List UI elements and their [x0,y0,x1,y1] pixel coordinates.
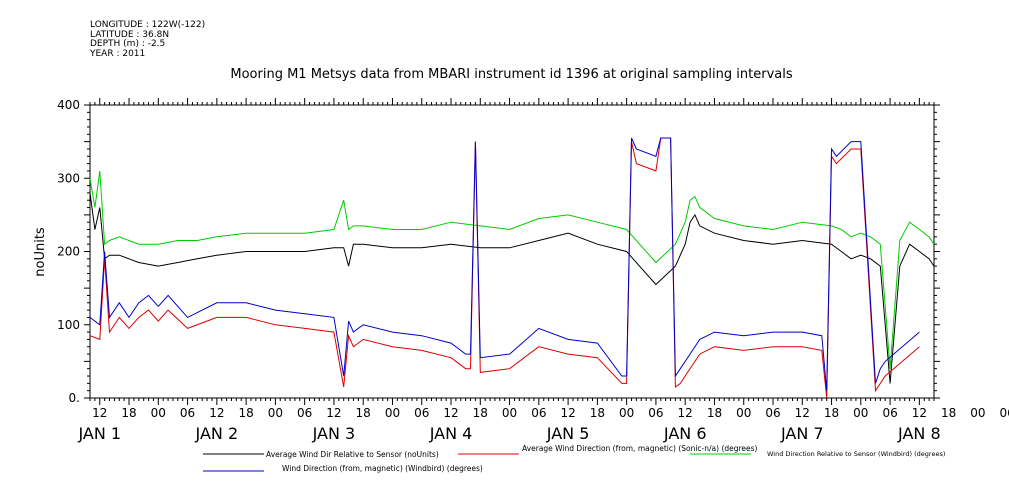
x-tick-label: 06 [414,406,429,420]
x-tick-label: 00 [619,406,634,420]
y-tick-label: 200 [57,245,80,259]
x-tick-label: 12 [912,406,927,420]
x-tick-label: 00 [151,406,166,420]
legend-group: Average Wind Dir Relative to Sensor (noU… [203,444,945,473]
x-day-label: JAN 8 [897,424,941,443]
x-day-label: JAN 3 [312,424,356,443]
series-line-3 [89,170,935,369]
x-tick-label: 06 [765,406,780,420]
series-line-4 [89,137,920,391]
legend-label: Wind Direction Relative to Sensor (Windb… [767,450,945,458]
year-text: YEAR : 2011 [90,48,146,59]
x-tick-label: 18 [121,406,136,420]
x-tick-label: 18 [707,406,722,420]
plot-frame [89,104,935,399]
y-axis-label: noUnits [33,227,48,277]
x-day-label: JAN 4 [429,424,473,443]
legend-label: Average Wind Direction (from, magnetic) … [522,444,758,453]
y-tick-label: 100 [57,318,80,332]
x-tick-label: 12 [92,406,107,420]
x-tick-label: 00 [970,406,985,420]
x-tick-label: 12 [443,406,458,420]
y-tick-label: 400 [57,98,80,112]
series-line-2 [89,137,920,399]
x-tick-label: 18 [941,406,956,420]
x-tick-label: 18 [238,406,253,420]
x-tick-label: 06 [531,406,546,420]
x-tick-label: 12 [326,406,341,420]
x-tick-label: 00 [502,406,517,420]
axes-group: 12 18 00 06 12 18 00 06 12 18 00 06 12 18 00 06 12 18 00 06… [33,98,1009,443]
x-tick-label: 06 [882,406,897,420]
x-tick-label: 00 [853,406,868,420]
y-tick-label: 300 [57,171,80,185]
x-tick-label: 12 [209,406,224,420]
series-line-1 [89,192,935,384]
x-day-label: JAN 2 [195,424,239,443]
legend-label: Average Wind Dir Relative to Sensor (noU… [266,450,439,459]
latitude-text: LATITUDE : 36.8N [90,29,170,40]
x-tick-label: 18 [356,406,371,420]
x-tick-label: 00 [736,406,751,420]
x-tick-label: 12 [678,406,693,420]
x-tick-label: 12 [560,406,575,420]
x-tick-label: 06 [297,406,312,420]
x-tick-label: 18 [473,406,488,420]
metadata-block: LONGITUDE : 122W(-122) LATITUDE : 36.8N … [90,20,206,59]
x-tick-label: 06 [180,406,195,420]
chart-title: Mooring M1 Metsys data from MBARI instru… [230,67,793,82]
x-day-label: JAN 1 [77,424,121,443]
x-day-label: JAN 6 [663,424,707,443]
series-group [89,137,935,399]
legend-label: Wind Direction (from, magnetic) (Windbir… [282,464,483,473]
x-tick-label: 12 [795,406,810,420]
y-tick-label: 0. [69,391,80,405]
x-tick-label: 18 [590,406,605,420]
x-tick-label: 18 [824,406,839,420]
x-tick-label: 00 [385,406,400,420]
x-day-label: JAN 7 [780,424,824,443]
x-tick-label: 06 [648,406,663,420]
x-tick-label: 06 [1000,406,1009,420]
longitude-text: LONGITUDE : 122W(-122) [90,20,206,30]
x-day-label: JAN 5 [546,424,590,443]
depth-text: DEPTH (m) : -2.5 [90,39,166,49]
x-tick-label: 00 [268,406,283,420]
